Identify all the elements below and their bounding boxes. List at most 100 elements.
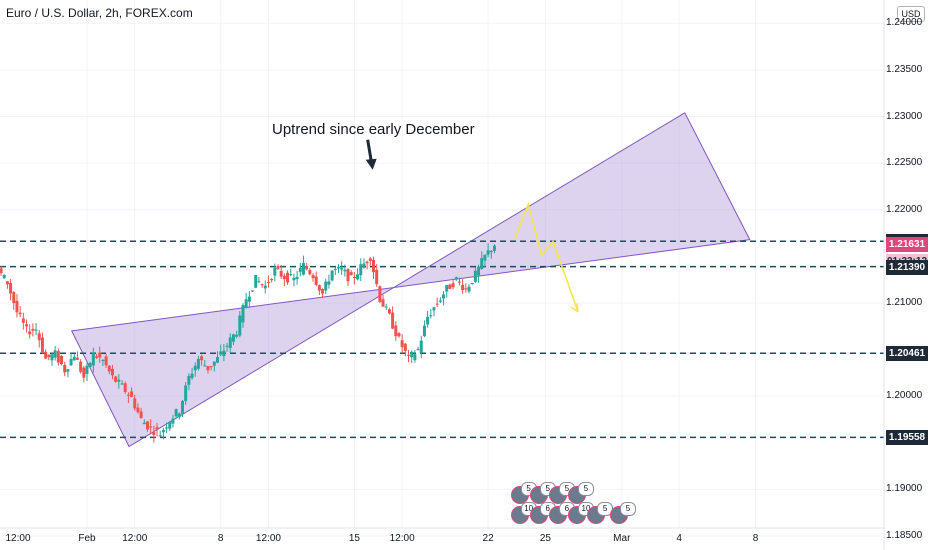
price-tag: 1.19558 [886, 430, 928, 446]
candle-body [228, 337, 232, 348]
candle-body [372, 259, 375, 273]
currency-button[interactable]: USD [897, 6, 925, 22]
candle-body [413, 354, 417, 361]
candle-body [200, 356, 204, 361]
candle-body [279, 270, 283, 277]
candle-body [378, 286, 382, 302]
candle-body [88, 362, 92, 367]
candle-body [381, 299, 385, 307]
candle-body [139, 411, 143, 418]
candle-body [235, 334, 239, 337]
candle-body [110, 368, 114, 376]
x-axis-tick-label: 12:00 [389, 533, 415, 544]
y-axis-tick-label: 1.20000 [886, 390, 923, 402]
x-axis-tick-label: Mar [613, 533, 631, 544]
candle-body [327, 281, 331, 285]
event-count-badge: 5 [619, 502, 636, 516]
candle-body [165, 427, 169, 429]
candle-body [273, 267, 277, 276]
candle-body [34, 329, 38, 331]
candle-body [18, 312, 22, 315]
candle-body [130, 391, 134, 397]
candle-body [136, 407, 140, 413]
candle-body [403, 343, 407, 351]
candle-body [203, 365, 207, 367]
candle-body [266, 281, 270, 283]
candle-body [457, 281, 461, 283]
candle-body [375, 269, 379, 285]
candle-body [397, 333, 401, 337]
channel-area [70, 112, 751, 448]
candle-body [123, 383, 127, 393]
candle-body [282, 275, 286, 280]
candle-body [2, 274, 6, 279]
candle-body [477, 266, 481, 276]
y-axis-tick-label: 1.23500 [886, 63, 923, 75]
candle-body [461, 284, 465, 291]
candle-body [40, 337, 44, 353]
candlestick-series [0, 243, 496, 443]
candle-body [260, 284, 264, 286]
chart-annotation-text[interactable]: Uptrend since early December [272, 121, 475, 138]
projection-arrowhead [570, 303, 579, 313]
projection-path [514, 201, 579, 313]
candle-body [410, 351, 414, 358]
candle-body [69, 359, 73, 366]
candle-body [454, 277, 458, 279]
candle-body [149, 426, 153, 428]
candle-body [276, 265, 280, 269]
candle-body [422, 325, 426, 337]
candle-body [346, 268, 350, 282]
candle-body [152, 431, 156, 436]
candle-body [47, 354, 51, 358]
candle-body [305, 265, 309, 270]
down-arrow-annotation [365, 139, 377, 170]
candle-body [126, 394, 130, 396]
candle-body [241, 304, 245, 323]
candle-body [187, 375, 191, 385]
candle-body [349, 272, 353, 276]
y-axis-tick-label: 1.22000 [886, 203, 923, 215]
symbol-title[interactable]: Euro / U.S. Dollar, 2h, FOREX.com [6, 6, 193, 20]
candle-body [251, 290, 255, 292]
y-axis-tick-label: 1.22500 [886, 157, 923, 169]
price-tag: 1.21631 [886, 237, 928, 253]
candle-body [480, 258, 484, 269]
candle-body [75, 357, 79, 360]
candle-body [82, 367, 86, 378]
event-count-badge: 5 [577, 482, 594, 496]
candle-body [53, 350, 57, 358]
candle-body [190, 373, 194, 378]
candle-body [384, 306, 388, 308]
candle-body [432, 307, 436, 311]
candle-body [219, 351, 223, 355]
candle-body [181, 400, 184, 414]
candle-body [25, 324, 29, 327]
candle-body [238, 315, 242, 336]
price-tag: 1.20461 [886, 346, 928, 362]
candle-body [9, 283, 13, 294]
candle-body [174, 409, 178, 417]
candle-body [298, 268, 302, 272]
price-tag: 1.21390 [886, 259, 928, 275]
candle-body [72, 356, 76, 361]
candle-body [101, 359, 105, 361]
candle-body [400, 340, 404, 348]
x-axis-tick-label: 25 [539, 533, 551, 544]
candle-body [177, 413, 181, 418]
candle-body [85, 365, 89, 374]
y-axis-tick-label: 1.23000 [886, 110, 923, 122]
x-axis-tick-label: 15 [348, 533, 360, 544]
candle-body [142, 422, 146, 425]
candle-body [216, 357, 220, 363]
candle-body [292, 277, 296, 281]
candle-body [91, 352, 95, 366]
candle-body [263, 285, 267, 289]
candle-body [470, 282, 474, 284]
candle-body [31, 328, 35, 331]
support-resistance-levels [0, 240, 884, 439]
candle-body [330, 270, 334, 281]
candle-body [467, 286, 471, 292]
y-axis-tick-label: 1.21000 [886, 296, 923, 308]
